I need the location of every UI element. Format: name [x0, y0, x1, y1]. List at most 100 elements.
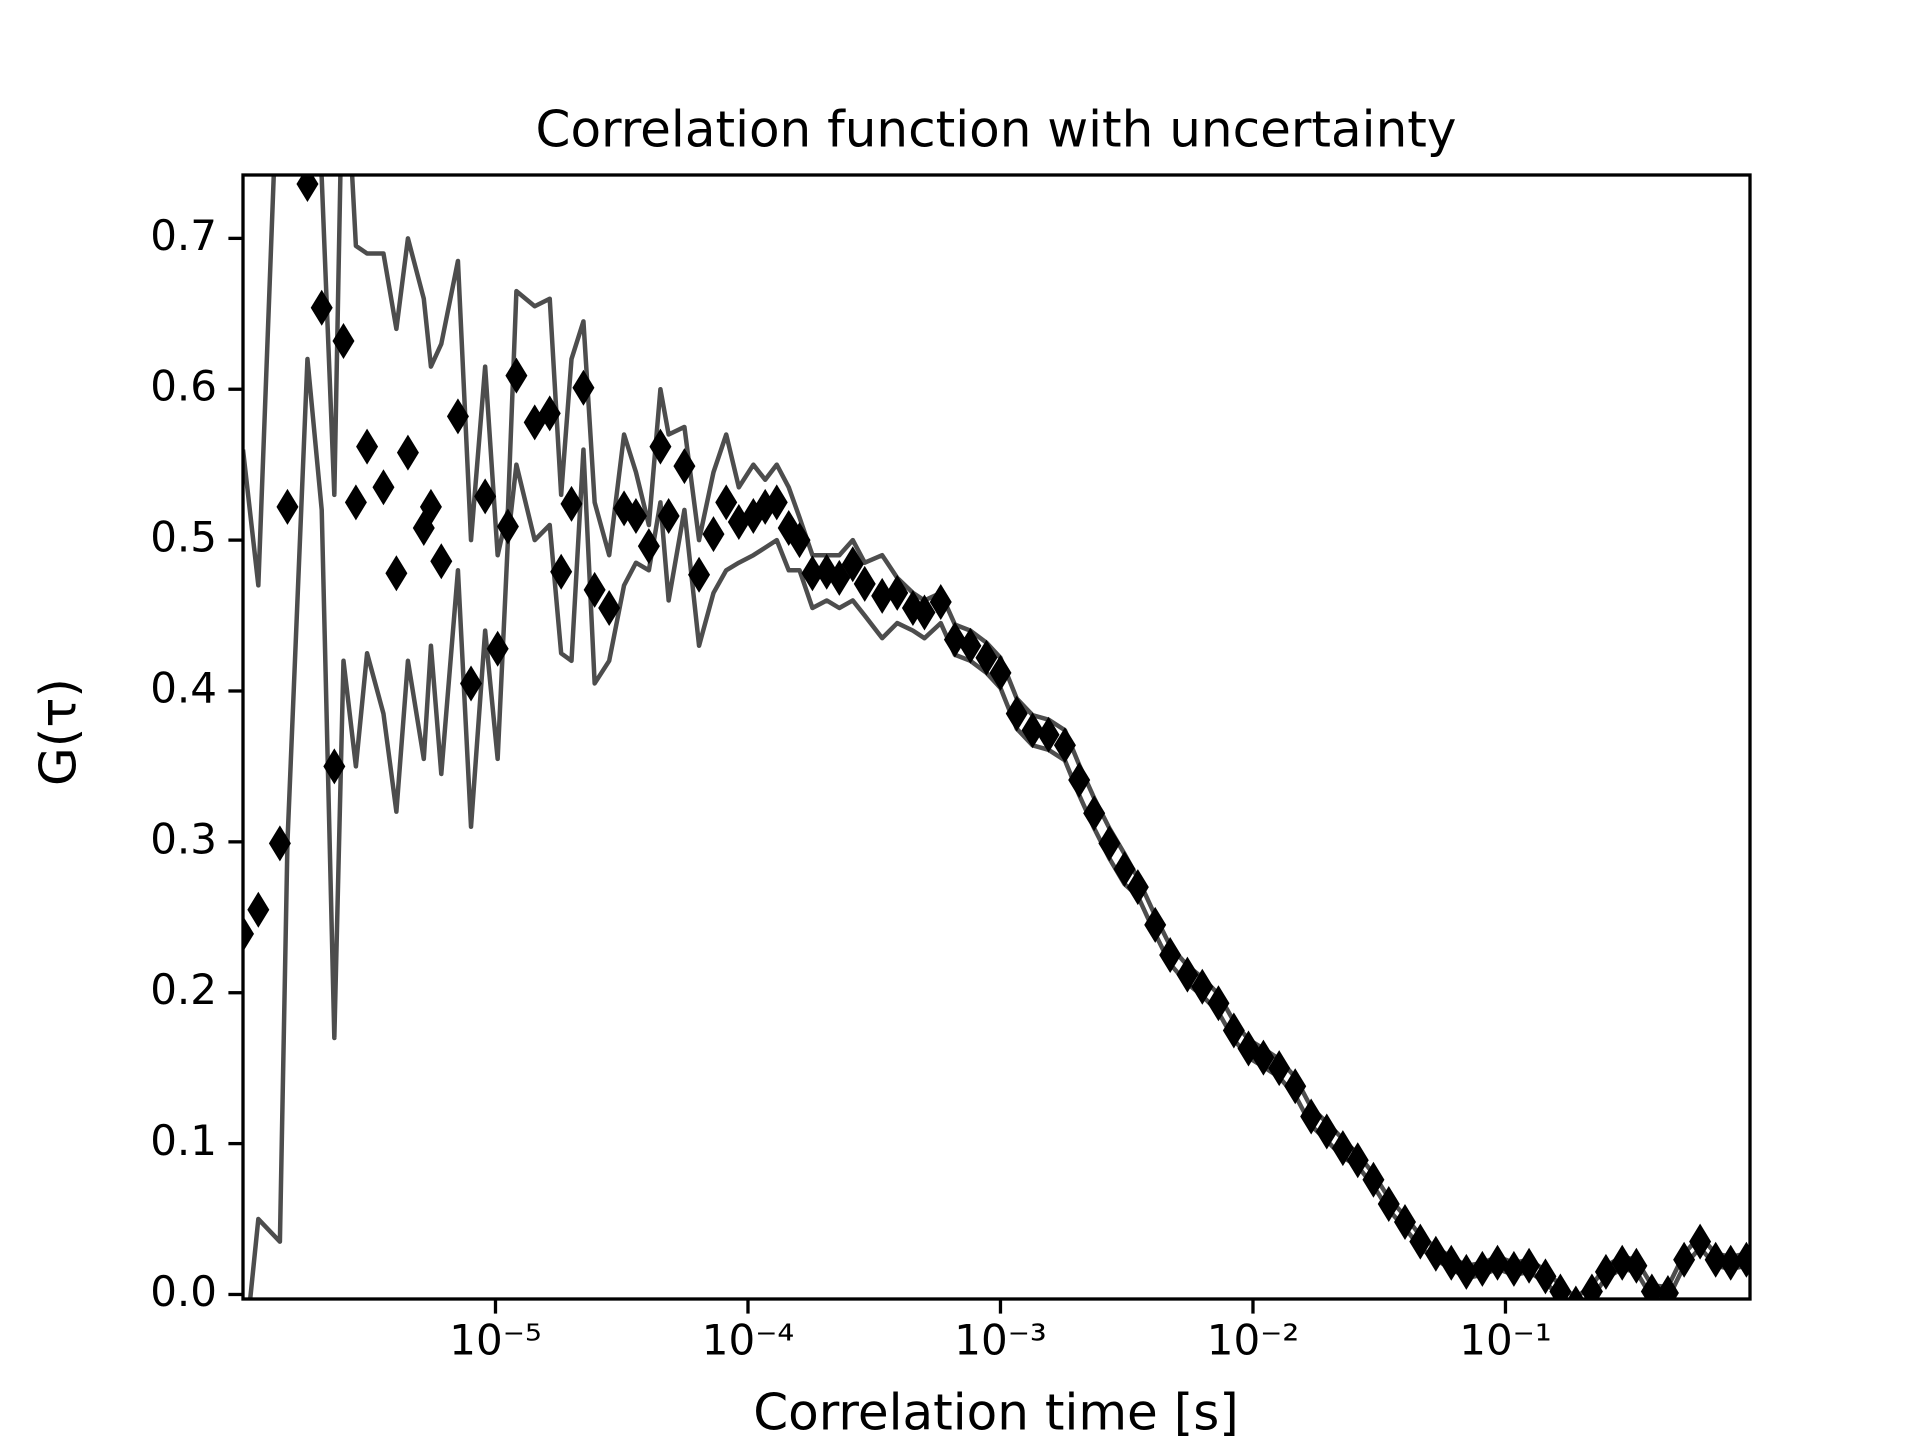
data-point: [657, 497, 680, 534]
data-point: [1252, 1039, 1275, 1076]
x-tick-label: 10⁻²: [1207, 1316, 1299, 1365]
data-point: [1176, 956, 1199, 993]
data-point: [419, 488, 442, 525]
y-tick-label: 0.4: [150, 663, 217, 712]
data-point: [788, 522, 811, 559]
axes-frame: [241, 173, 1752, 1301]
data-point: [1068, 761, 1091, 798]
data-point: [1191, 968, 1214, 1005]
y-tick-label: 0.6: [150, 362, 217, 411]
y-tick-label: 0.1: [150, 1116, 217, 1165]
x-tick-label: 10⁻⁵: [449, 1316, 541, 1365]
data-point: [1625, 1247, 1648, 1284]
data-point: [1534, 1258, 1557, 1295]
data-point: [474, 478, 497, 515]
data-point: [1284, 1068, 1307, 1105]
x-axis-label: Correlation time [s]: [753, 1384, 1239, 1440]
data-point: [356, 428, 379, 465]
data-point: [560, 485, 583, 522]
data-point: [1486, 1244, 1509, 1281]
data-point: [1053, 727, 1076, 764]
data-point: [886, 574, 909, 611]
data-point: [871, 577, 894, 614]
data-point: [1611, 1244, 1634, 1281]
data-point: [1673, 1241, 1696, 1278]
data-point: [1037, 716, 1060, 753]
y-tick-label: 0.2: [150, 965, 217, 1014]
y-tick-label: 0.5: [150, 513, 217, 562]
data-point: [841, 546, 864, 583]
data-point: [446, 398, 469, 435]
x-tick-label: 10⁻¹: [1459, 1316, 1551, 1365]
data-point: [1409, 1223, 1432, 1260]
y-tick-label: 0.7: [150, 211, 217, 260]
data-point: [959, 627, 982, 664]
data-point: [583, 571, 606, 608]
data-point: [1021, 712, 1044, 749]
data-point: [1580, 1273, 1603, 1299]
plot-area: [243, 175, 1750, 1299]
data-point: [649, 428, 672, 465]
data-point: [1098, 825, 1121, 862]
data-point: [1300, 1098, 1323, 1135]
data-point: [1159, 937, 1182, 974]
data-point: [1005, 695, 1028, 732]
data-point: [702, 516, 725, 553]
data-point: [243, 915, 254, 952]
data-point: [372, 469, 395, 506]
data-point: [1567, 1285, 1585, 1299]
data-point: [1471, 1250, 1494, 1287]
data-point: [396, 434, 419, 471]
data-point: [673, 448, 696, 485]
data-point: [486, 630, 509, 667]
data-point: [323, 748, 346, 785]
y-axis-label: G(τ): [30, 678, 88, 786]
data-point: [688, 556, 711, 593]
data-point: [344, 484, 367, 521]
data-point: [296, 175, 319, 203]
data-point: [929, 583, 952, 620]
data-point: [975, 639, 998, 676]
data-point: [332, 322, 355, 359]
data-point: [1207, 985, 1230, 1022]
data-point: [1393, 1204, 1416, 1241]
data-point: [765, 484, 788, 521]
data-point: [943, 621, 966, 658]
data-point: [496, 508, 519, 545]
data-point: [913, 594, 936, 631]
data-point: [637, 528, 660, 565]
y-tick-label: 0.0: [150, 1267, 217, 1316]
data-point: [460, 665, 483, 702]
data-point: [276, 488, 299, 525]
data-point: [430, 543, 453, 580]
chart-title: Correlation function with uncertainty: [536, 101, 1457, 159]
data-point: [538, 395, 561, 432]
data-point: [1126, 869, 1149, 906]
data-point: [572, 369, 595, 406]
data-point: [1549, 1273, 1572, 1299]
data-point: [1719, 1244, 1742, 1281]
data-point: [1144, 906, 1167, 943]
data-point: [1362, 1161, 1385, 1198]
data-point: [505, 357, 528, 394]
data-point: [989, 654, 1012, 691]
y-tick-label: 0.3: [150, 814, 217, 863]
data-point: [1502, 1250, 1525, 1287]
data-point: [1331, 1130, 1354, 1167]
data-point: [1518, 1247, 1541, 1284]
data-point: [1656, 1274, 1679, 1299]
data-point: [801, 555, 824, 592]
data-point: [624, 497, 647, 534]
data-point: [310, 289, 333, 326]
x-tick-label: 10⁻³: [954, 1316, 1046, 1365]
data-point: [385, 555, 408, 592]
x-tick-label: 10⁻⁴: [702, 1316, 794, 1365]
data-point: [1222, 1012, 1245, 1049]
data-point: [715, 484, 738, 521]
data-point: [268, 825, 291, 862]
data-point: [550, 553, 573, 590]
data-point: [1704, 1241, 1727, 1278]
